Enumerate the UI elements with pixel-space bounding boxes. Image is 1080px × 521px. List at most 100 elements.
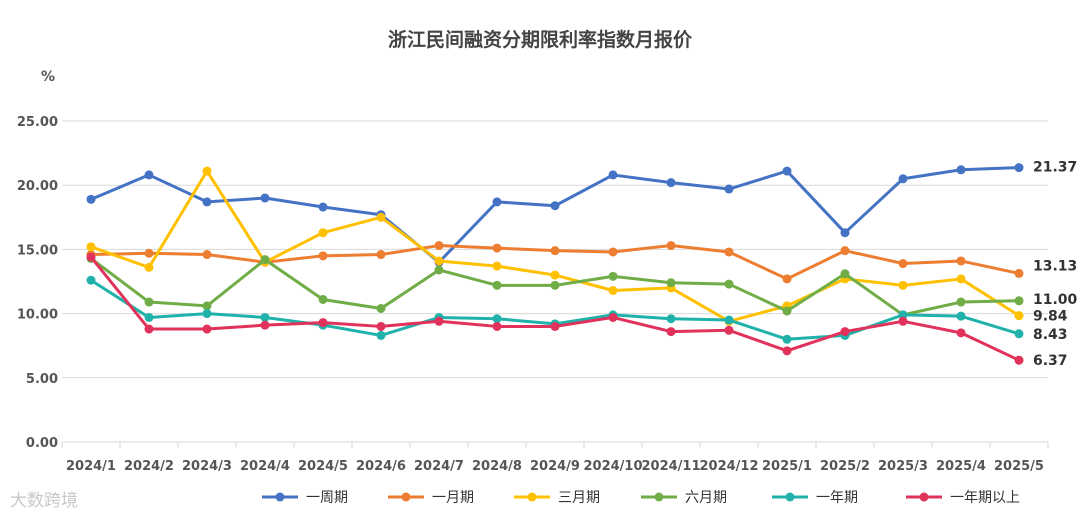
- end-value-label: 21.37: [1033, 160, 1077, 176]
- x-tick-label: 2024/7: [414, 459, 464, 474]
- legend-swatch-dot: [527, 492, 537, 502]
- legend-item: 六月期: [641, 490, 727, 506]
- data-point: [666, 278, 676, 288]
- data-point: [898, 174, 908, 184]
- data-point: [144, 262, 154, 272]
- data-point: [898, 310, 908, 320]
- data-point: [202, 250, 212, 260]
- data-point: [1014, 296, 1024, 306]
- data-point: [898, 280, 908, 290]
- data-point: [144, 297, 154, 307]
- data-point: [550, 270, 560, 280]
- legend-label: 六月期: [685, 490, 727, 506]
- data-point: [550, 280, 560, 290]
- legend-label: 一年期: [816, 490, 858, 506]
- y-tick-label: 10.00: [17, 308, 58, 323]
- x-tick-label: 2025/5: [994, 459, 1044, 474]
- end-value-label: 9.84: [1033, 309, 1068, 325]
- data-point: [840, 269, 850, 279]
- series-4: [86, 253, 1024, 320]
- data-point: [318, 318, 328, 328]
- data-point: [434, 256, 444, 266]
- data-point: [782, 334, 792, 344]
- data-point: [1014, 163, 1024, 173]
- x-tick-label: 2025/1: [762, 459, 812, 474]
- data-point: [724, 315, 734, 325]
- legend-label: 三月期: [558, 490, 600, 506]
- data-point: [144, 248, 154, 258]
- legend-swatch-dot: [654, 492, 664, 502]
- y-axis-unit-label: %: [41, 69, 55, 85]
- data-point: [492, 261, 502, 271]
- x-tick-label: 2024/1: [66, 459, 116, 474]
- legend-item: 一年期: [772, 490, 858, 506]
- data-point: [724, 325, 734, 335]
- end-value-label: 13.13: [1033, 258, 1077, 274]
- data-point: [202, 166, 212, 176]
- end-value-label: 6.37: [1033, 353, 1068, 369]
- data-point: [376, 212, 386, 222]
- x-tick-label: 2024/4: [240, 459, 290, 474]
- data-point: [492, 243, 502, 253]
- data-point: [956, 274, 966, 284]
- legend-item: 一周期: [262, 490, 348, 506]
- data-point: [86, 275, 96, 285]
- x-tick-label: 2025/4: [936, 459, 986, 474]
- watermark: 大数跨境: [10, 491, 78, 511]
- data-point: [492, 197, 502, 207]
- legend-label: 一月期: [432, 490, 474, 506]
- data-point: [608, 170, 618, 180]
- series-6: [86, 252, 1024, 365]
- data-point: [376, 321, 386, 331]
- data-point: [550, 201, 560, 211]
- data-point: [260, 193, 270, 203]
- data-point: [782, 346, 792, 356]
- data-point: [144, 312, 154, 322]
- data-point: [434, 265, 444, 275]
- data-point: [956, 328, 966, 338]
- x-tick-label: 2024/8: [472, 459, 522, 474]
- data-point: [86, 242, 96, 252]
- x-tick-label: 2025/3: [878, 459, 928, 474]
- data-point: [376, 303, 386, 313]
- data-point: [434, 316, 444, 326]
- data-point: [1014, 268, 1024, 278]
- data-point: [1014, 355, 1024, 365]
- data-point: [898, 259, 908, 269]
- data-point: [202, 197, 212, 207]
- y-tick-label: 0.00: [26, 436, 58, 451]
- legend-item: 一年期以上: [906, 490, 1020, 506]
- x-tick-label: 2024/6: [356, 459, 406, 474]
- y-tick-label: 5.00: [26, 372, 58, 387]
- y-tick-label: 25.00: [17, 115, 58, 130]
- data-point: [318, 202, 328, 212]
- data-point: [724, 279, 734, 289]
- data-point: [666, 327, 676, 337]
- series-lines: [86, 163, 1024, 365]
- series-1: [86, 163, 1024, 267]
- data-point: [318, 228, 328, 238]
- data-point: [782, 306, 792, 316]
- data-point: [608, 312, 618, 322]
- data-point: [492, 314, 502, 324]
- data-point: [666, 178, 676, 188]
- legend-item: 三月期: [514, 490, 600, 506]
- data-point: [434, 241, 444, 251]
- y-tick-label: 15.00: [17, 243, 58, 258]
- data-point: [666, 314, 676, 324]
- legend-swatch-dot: [401, 492, 411, 502]
- data-point: [724, 184, 734, 194]
- x-tick-label: 2024/2: [124, 459, 174, 474]
- legend-swatch-dot: [275, 492, 285, 502]
- x-tick-label: 2024/3: [182, 459, 232, 474]
- data-point: [202, 324, 212, 334]
- legend: 一周期 一月期 三月期 六月期 一年期 一年期以上: [262, 490, 1020, 506]
- x-tick-label: 2024/5: [298, 459, 348, 474]
- data-point: [1014, 329, 1024, 339]
- x-tick-label: 2024/12: [699, 459, 758, 474]
- data-point: [318, 251, 328, 261]
- data-point: [86, 194, 96, 204]
- x-tick-label: 2024/10: [583, 459, 642, 474]
